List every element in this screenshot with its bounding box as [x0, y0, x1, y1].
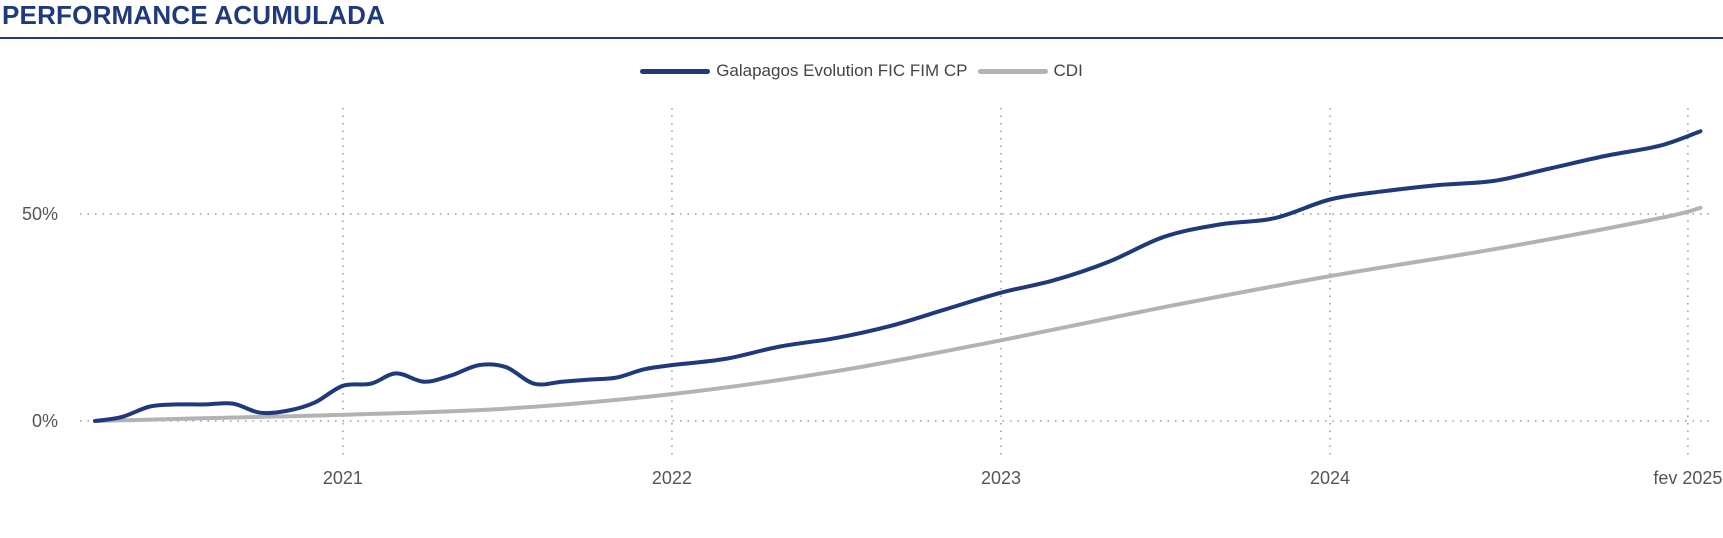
legend-swatch-fund	[640, 68, 711, 74]
series-line-cdi	[93, 205, 1703, 423]
legend-label-fund: Galapagos Evolution FIC FIM CP	[716, 61, 968, 80]
header: PERFORMANCE ACUMULADA	[0, 0, 1723, 40]
title-underline	[0, 37, 1723, 39]
legend-item-fund[interactable]: Galapagos Evolution FIC FIM CP	[640, 61, 968, 81]
chart-legend: Galapagos Evolution FIC FIM CP CDI	[0, 56, 1723, 86]
x-tick-label: 2021	[323, 468, 363, 488]
x-tick-label: 2024	[1310, 468, 1350, 488]
x-tick-label: fev 2025	[1653, 468, 1722, 488]
grid-lines	[80, 108, 1715, 458]
series-lines	[93, 129, 1703, 423]
y-tick-label: 50%	[22, 204, 58, 224]
y-tick-label: 0%	[32, 411, 58, 431]
legend-swatch-cdi	[977, 68, 1048, 74]
page-title: PERFORMANCE ACUMULADA	[2, 0, 386, 30]
x-tick-label: 2022	[652, 468, 692, 488]
legend-label-cdi: CDI	[1053, 61, 1083, 80]
legend-item-cdi[interactable]: CDI	[977, 61, 1083, 81]
x-axis-labels: 2021 2022 2023 2024 fev 2025	[323, 468, 1723, 488]
series-line-fund	[93, 129, 1703, 423]
x-tick-label: 2023	[981, 468, 1021, 488]
performance-chart: 0% 50% 2021 2022 2023 2024 fev 2025	[22, 108, 1723, 488]
y-axis-labels: 0% 50%	[22, 204, 58, 431]
